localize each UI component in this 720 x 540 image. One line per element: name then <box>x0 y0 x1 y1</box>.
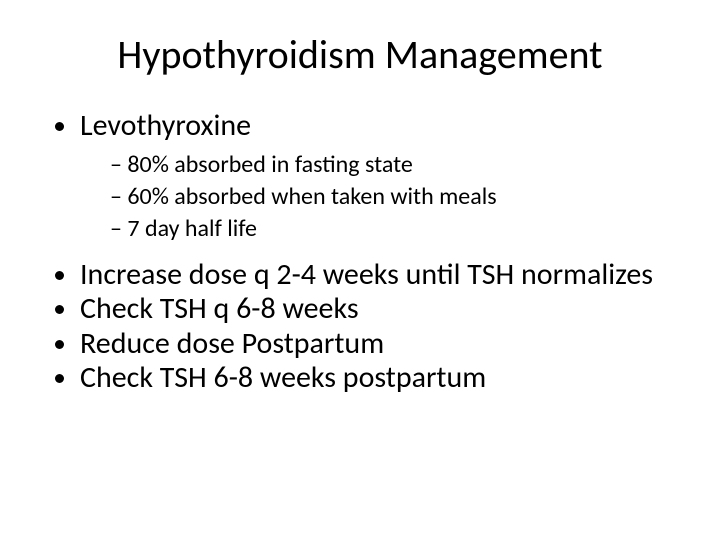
bullet-list-level1: Levothyroxine 80% absorbed in fasting st… <box>40 109 680 396</box>
bullet-item: Increase dose q 2-4 weeks until TSH norm… <box>80 258 680 293</box>
bullet-item: Check TSH q 6-8 weeks <box>80 292 680 327</box>
bullet-item: Levothyroxine 80% absorbed in fasting st… <box>80 109 680 244</box>
bullet-list-level2: 80% absorbed in fasting state 60% absorb… <box>80 150 680 244</box>
slide-title: Hypothyroidism Management <box>40 30 680 79</box>
bullet-text: Levothyroxine <box>80 107 251 144</box>
sub-bullet-item: 60% absorbed when taken with meals <box>110 182 680 212</box>
bullet-item: Reduce dose Postpartum <box>80 327 680 362</box>
sub-bullet-item: 80% absorbed in fasting state <box>110 150 680 180</box>
bullet-item: Check TSH 6-8 weeks postpartum <box>80 361 680 396</box>
sub-bullet-item: 7 day half life <box>110 214 680 244</box>
slide: Hypothyroidism Management Levothyroxine … <box>0 0 720 540</box>
